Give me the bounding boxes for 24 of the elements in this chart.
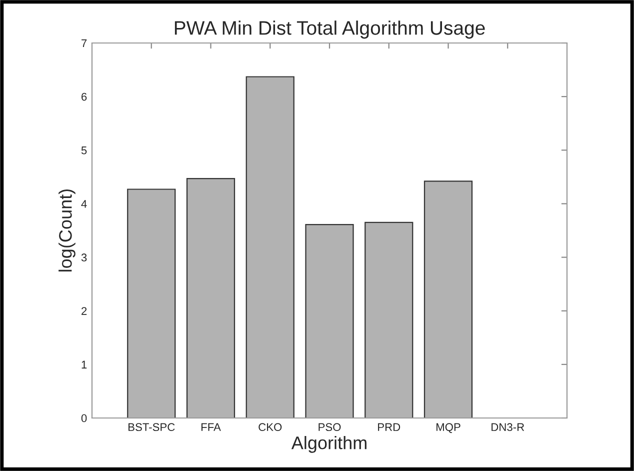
x-tick-label: PSO: [318, 423, 341, 432]
x-axis-title: Algorithm: [291, 436, 366, 453]
x-tick-label: FFA: [201, 423, 221, 431]
y-tick-label: 2: [82, 307, 87, 315]
y-tick-label: 3: [81, 254, 87, 262]
bar: [424, 180, 473, 418]
y-tick-label: 0: [81, 414, 87, 422]
bar: [246, 76, 294, 418]
y-tick-label: 4: [81, 200, 87, 208]
x-tick-label: CKO: [258, 423, 282, 432]
y-tick-label: 1: [82, 360, 87, 368]
x-tick-label: DN3-R: [492, 423, 524, 432]
bar: [127, 188, 176, 418]
bar: [186, 178, 236, 418]
chart-title: PWA Min Dist Total Algorithm Usage: [174, 20, 485, 39]
y-tick-label: 7: [82, 39, 87, 48]
y-axis-title: log(Count): [58, 189, 76, 272]
y-tick-label: 6: [82, 92, 87, 101]
x-tick-label: BST-SPC: [128, 423, 175, 432]
x-tick-label: PRD: [378, 423, 400, 431]
x-tick-label: MQP: [436, 423, 460, 434]
bar: [305, 224, 354, 418]
y-tick-label: 5: [81, 146, 87, 154]
bar: [364, 222, 414, 418]
